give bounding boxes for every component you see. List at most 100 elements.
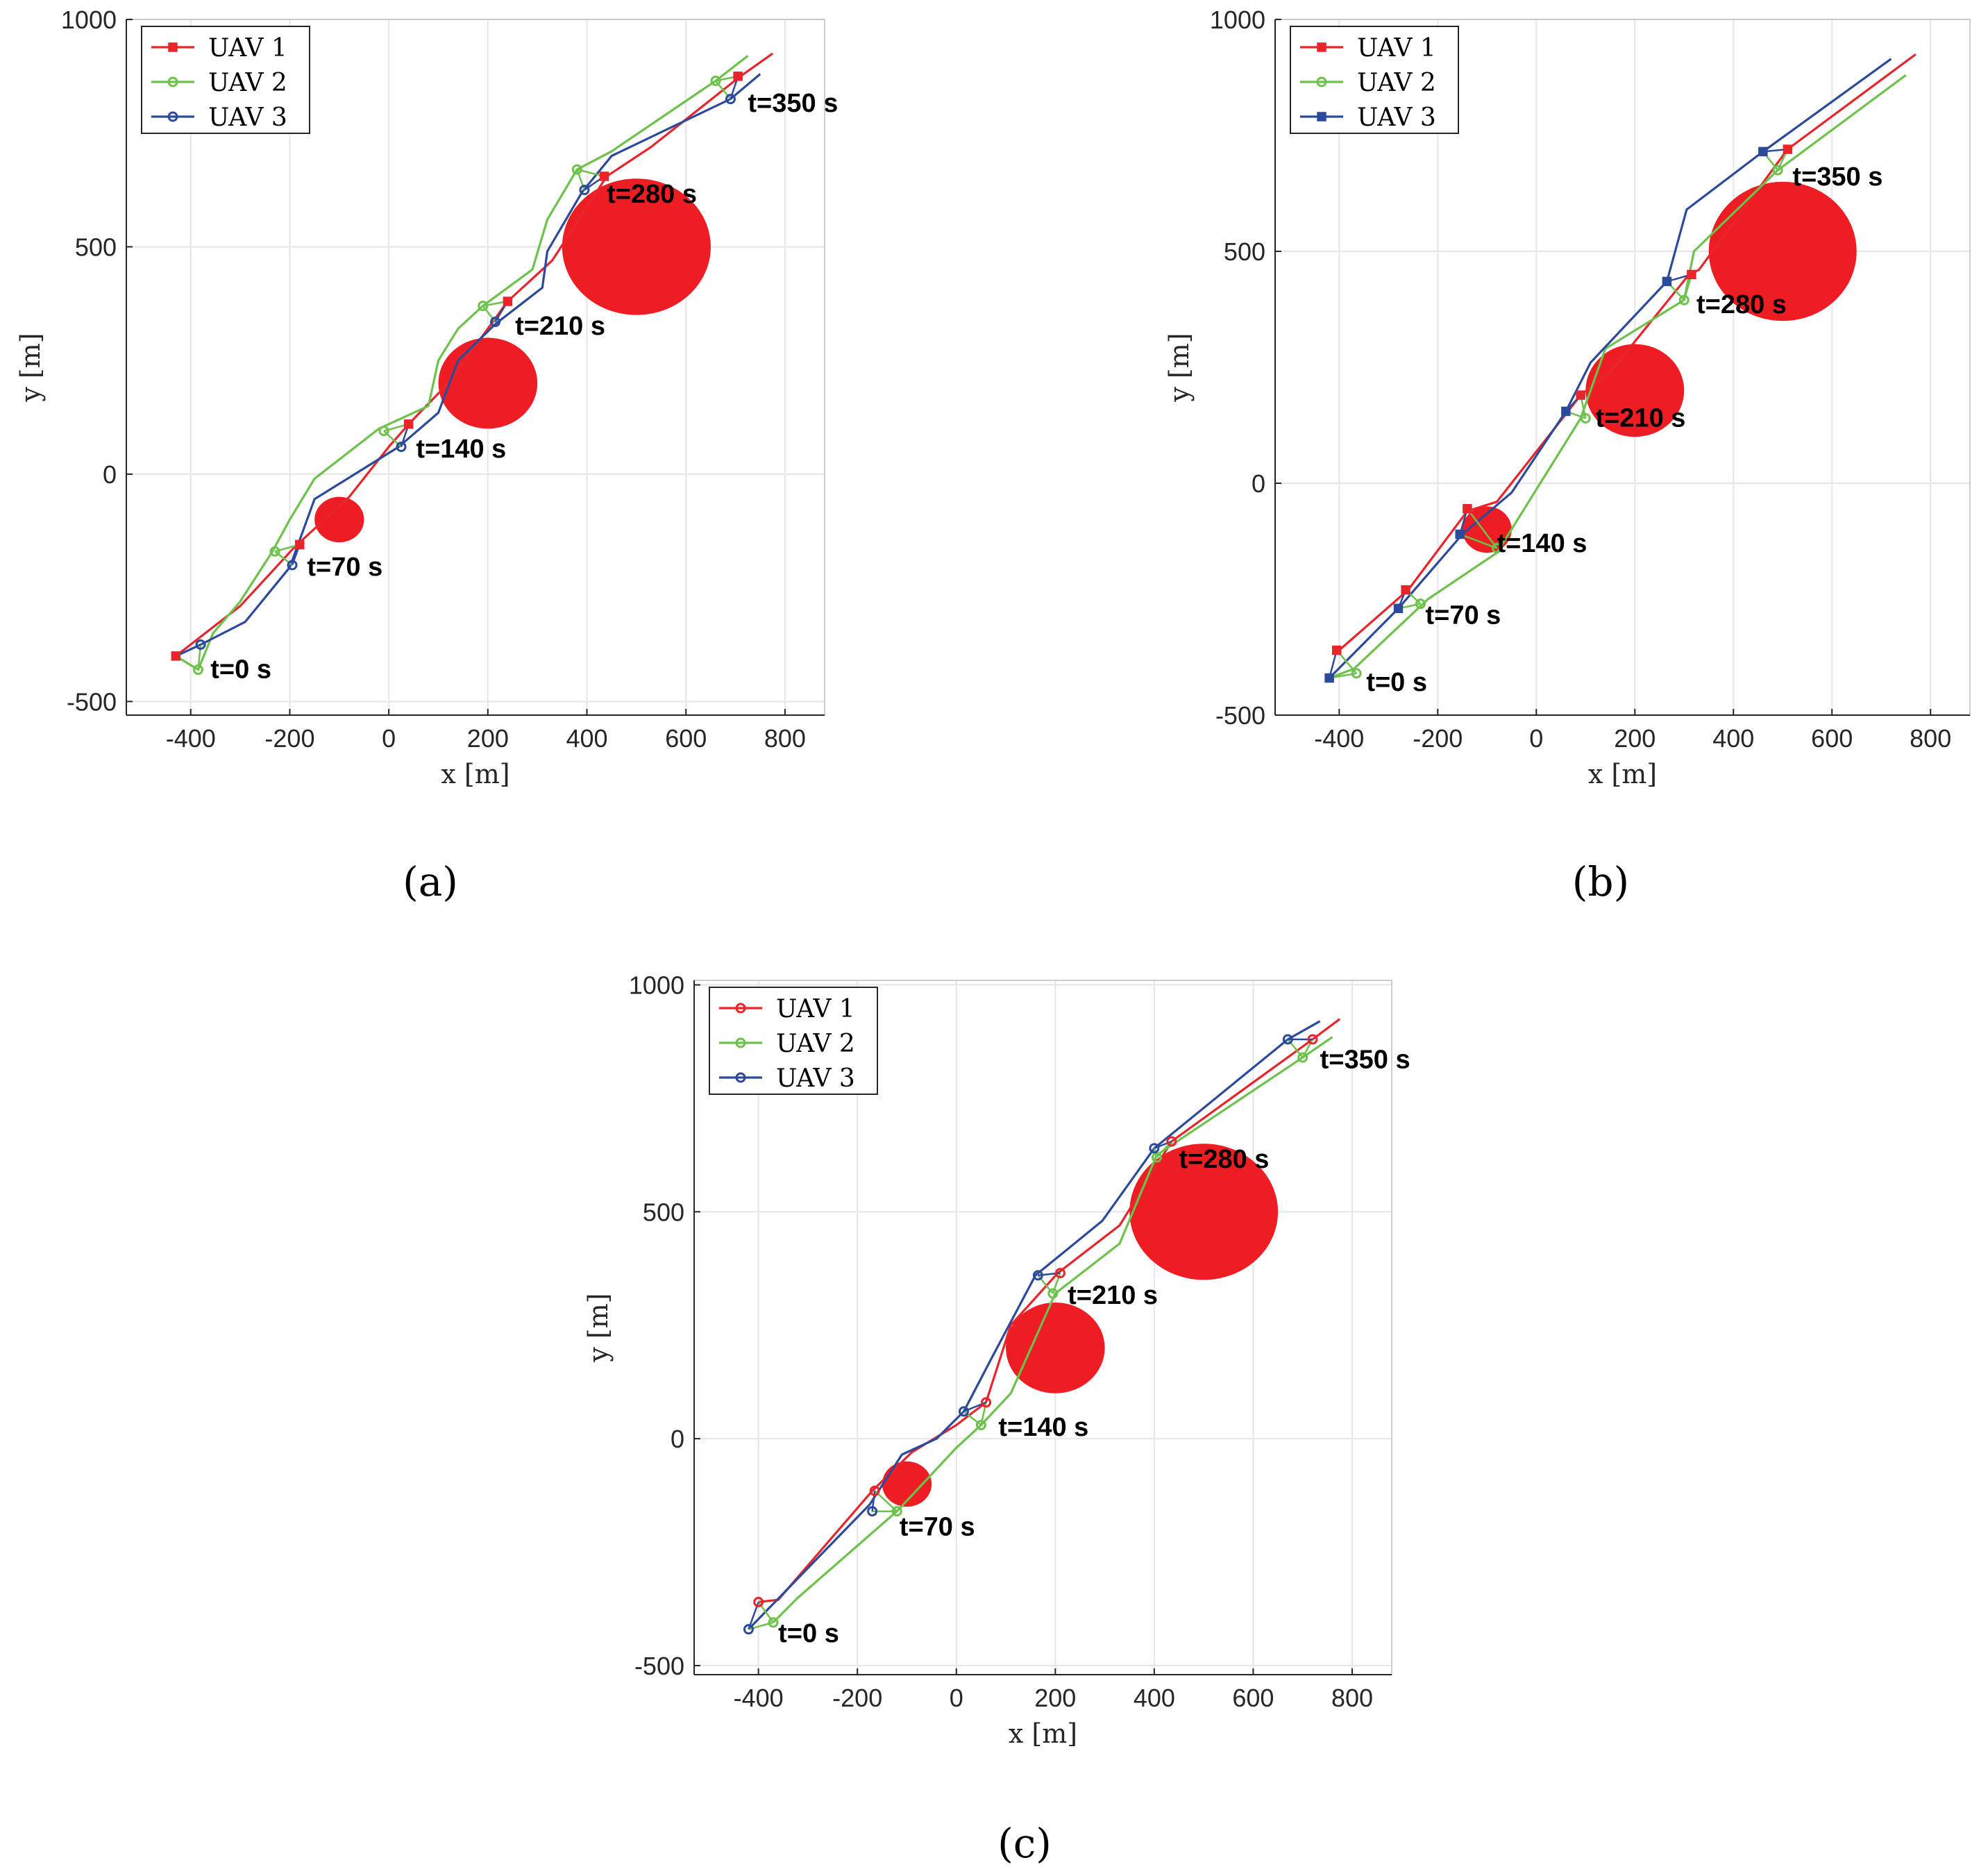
y-tick-label: 0 — [103, 460, 117, 489]
obstacle-3 — [562, 178, 711, 315]
uav-3-marker — [1149, 1143, 1160, 1154]
legend-marker-uav-1 — [735, 1003, 746, 1014]
x-tick-label: 200 — [1614, 724, 1656, 753]
x-tick-label: 600 — [665, 724, 707, 753]
uav-3-marker — [1032, 1270, 1043, 1281]
uav-1-marker — [1576, 390, 1585, 400]
snapshot-1: t=70 s — [867, 1485, 975, 1542]
uav-1-marker — [733, 72, 743, 81]
x-tick-label: 400 — [1134, 1684, 1175, 1712]
legend-marker-uav-1 — [168, 42, 178, 52]
time-label: t=140 s — [416, 435, 506, 464]
obstacle-2 — [1585, 344, 1685, 437]
x-axis-label: x [m] — [1588, 759, 1657, 789]
x-tick-label: 0 — [382, 724, 396, 753]
legend-label-uav-2: UAV 2 — [1357, 69, 1436, 97]
snapshot-5: t=350 s — [1758, 144, 1882, 192]
formation-link — [1466, 508, 1498, 549]
legend-label-uav-2: UAV 2 — [208, 69, 287, 97]
obstacle-2 — [438, 337, 538, 429]
uav-1-marker — [503, 296, 513, 306]
x-tick-label: -200 — [1413, 724, 1463, 753]
trajectory-uav-2 — [1329, 74, 1907, 680]
chart-panel: t=0 s t=70 s t=140 s t=210 s t=280 s t=350 s -… — [583, 971, 1410, 1867]
x-tick-label: 800 — [1910, 724, 1951, 753]
chart-panel: t=0 s t=70 s t=140 s t=210 s t=280 s t=350 s -… — [15, 6, 838, 905]
snapshot-0: t=0 s — [171, 639, 271, 685]
legend-marker-uav-2 — [735, 1037, 746, 1048]
y-tick-label: 500 — [1224, 237, 1265, 266]
uav-2-marker — [478, 301, 489, 312]
trajectory-uav-1 — [758, 1018, 1341, 1603]
snapshot-1: t=70 s — [269, 539, 382, 582]
y-axis-label: y [m] — [1164, 333, 1195, 402]
trajectory-uav-3 — [1328, 58, 1892, 679]
uav-2-marker — [1047, 1288, 1059, 1299]
trajectory-uav-2 — [175, 55, 749, 671]
trajectory-uav-2 — [772, 1036, 1333, 1623]
time-label: t=350 s — [1792, 162, 1882, 192]
legend: UAV 1 UAV 2 UAV 3 — [141, 26, 310, 134]
snapshot-3: t=210 s — [1561, 390, 1685, 433]
uav-2-marker — [192, 664, 203, 676]
time-label: t=70 s — [307, 553, 382, 582]
legend: UAV 1 UAV 2 UAV 3 — [709, 987, 878, 1095]
x-tick-label: 0 — [950, 1684, 963, 1712]
time-label: t=70 s — [1426, 601, 1501, 630]
x-tick-label: 400 — [1712, 724, 1754, 753]
legend-label-uav-2: UAV 2 — [776, 1030, 855, 1058]
legend-marker-uav-2 — [1316, 76, 1327, 87]
x-tick-label: 800 — [764, 724, 806, 753]
panel-caption: (b) — [1572, 858, 1629, 905]
uav-1-marker — [1331, 645, 1342, 655]
uav-3-marker — [1662, 276, 1672, 287]
y-tick-label: 1000 — [629, 971, 684, 1000]
uav-3-marker — [396, 442, 407, 453]
uav-3-marker — [1282, 1034, 1293, 1045]
legend: UAV 1 UAV 2 UAV 3 — [1290, 26, 1459, 134]
uav-3-marker — [287, 560, 298, 571]
uav-2-marker — [571, 164, 582, 175]
y-tick-label: -500 — [67, 687, 117, 716]
legend-marker-uav-3 — [167, 111, 178, 122]
y-tick-label: 500 — [75, 233, 117, 261]
x-axis-label: x [m] — [1009, 1718, 1077, 1749]
uav-2-marker — [378, 426, 389, 437]
legend-marker-uav-1 — [1317, 42, 1326, 52]
uav-2-marker — [269, 546, 280, 557]
legend-label-uav-3: UAV 3 — [776, 1064, 855, 1093]
y-tick-label: 0 — [1252, 469, 1265, 498]
uav-2-marker — [1297, 1052, 1308, 1063]
trajectory-uav-3 — [748, 1020, 1321, 1630]
x-tick-label: -200 — [264, 724, 314, 753]
time-label: t=0 s — [1366, 668, 1427, 697]
uav-1-marker — [403, 419, 414, 429]
x-tick-label: -400 — [1314, 724, 1364, 753]
uav-2-marker — [768, 1617, 779, 1628]
uav-2-marker — [1351, 668, 1362, 679]
uav-2-marker — [1415, 598, 1426, 610]
uav-1-marker — [1687, 269, 1696, 280]
uav-3-marker — [1561, 406, 1571, 417]
x-tick-label: 600 — [1811, 724, 1853, 753]
uav-2-marker — [1151, 1152, 1162, 1163]
time-label: t=210 s — [1068, 1281, 1158, 1310]
snapshot-2: t=140 s — [378, 419, 506, 464]
snapshot-4: t=280 s — [1149, 1136, 1270, 1174]
time-label: t=280 s — [1179, 1145, 1270, 1174]
obstacle-3 — [1708, 181, 1857, 321]
uav-3-marker — [958, 1406, 969, 1417]
legend-marker-uav-2 — [167, 76, 178, 87]
uav-3-marker — [743, 1624, 754, 1635]
uav-2-marker — [891, 1506, 902, 1517]
legend-label-uav-1: UAV 1 — [208, 34, 287, 62]
snapshot-4: t=280 s — [571, 164, 697, 209]
snapshot-3: t=210 s — [1032, 1268, 1158, 1310]
time-label: t=280 s — [607, 180, 697, 209]
time-label: t=70 s — [900, 1513, 975, 1542]
x-tick-label: -200 — [832, 1684, 882, 1712]
x-tick-label: 200 — [467, 724, 509, 753]
y-axis-label: y [m] — [583, 1293, 614, 1362]
uav-3-marker — [1758, 146, 1768, 157]
